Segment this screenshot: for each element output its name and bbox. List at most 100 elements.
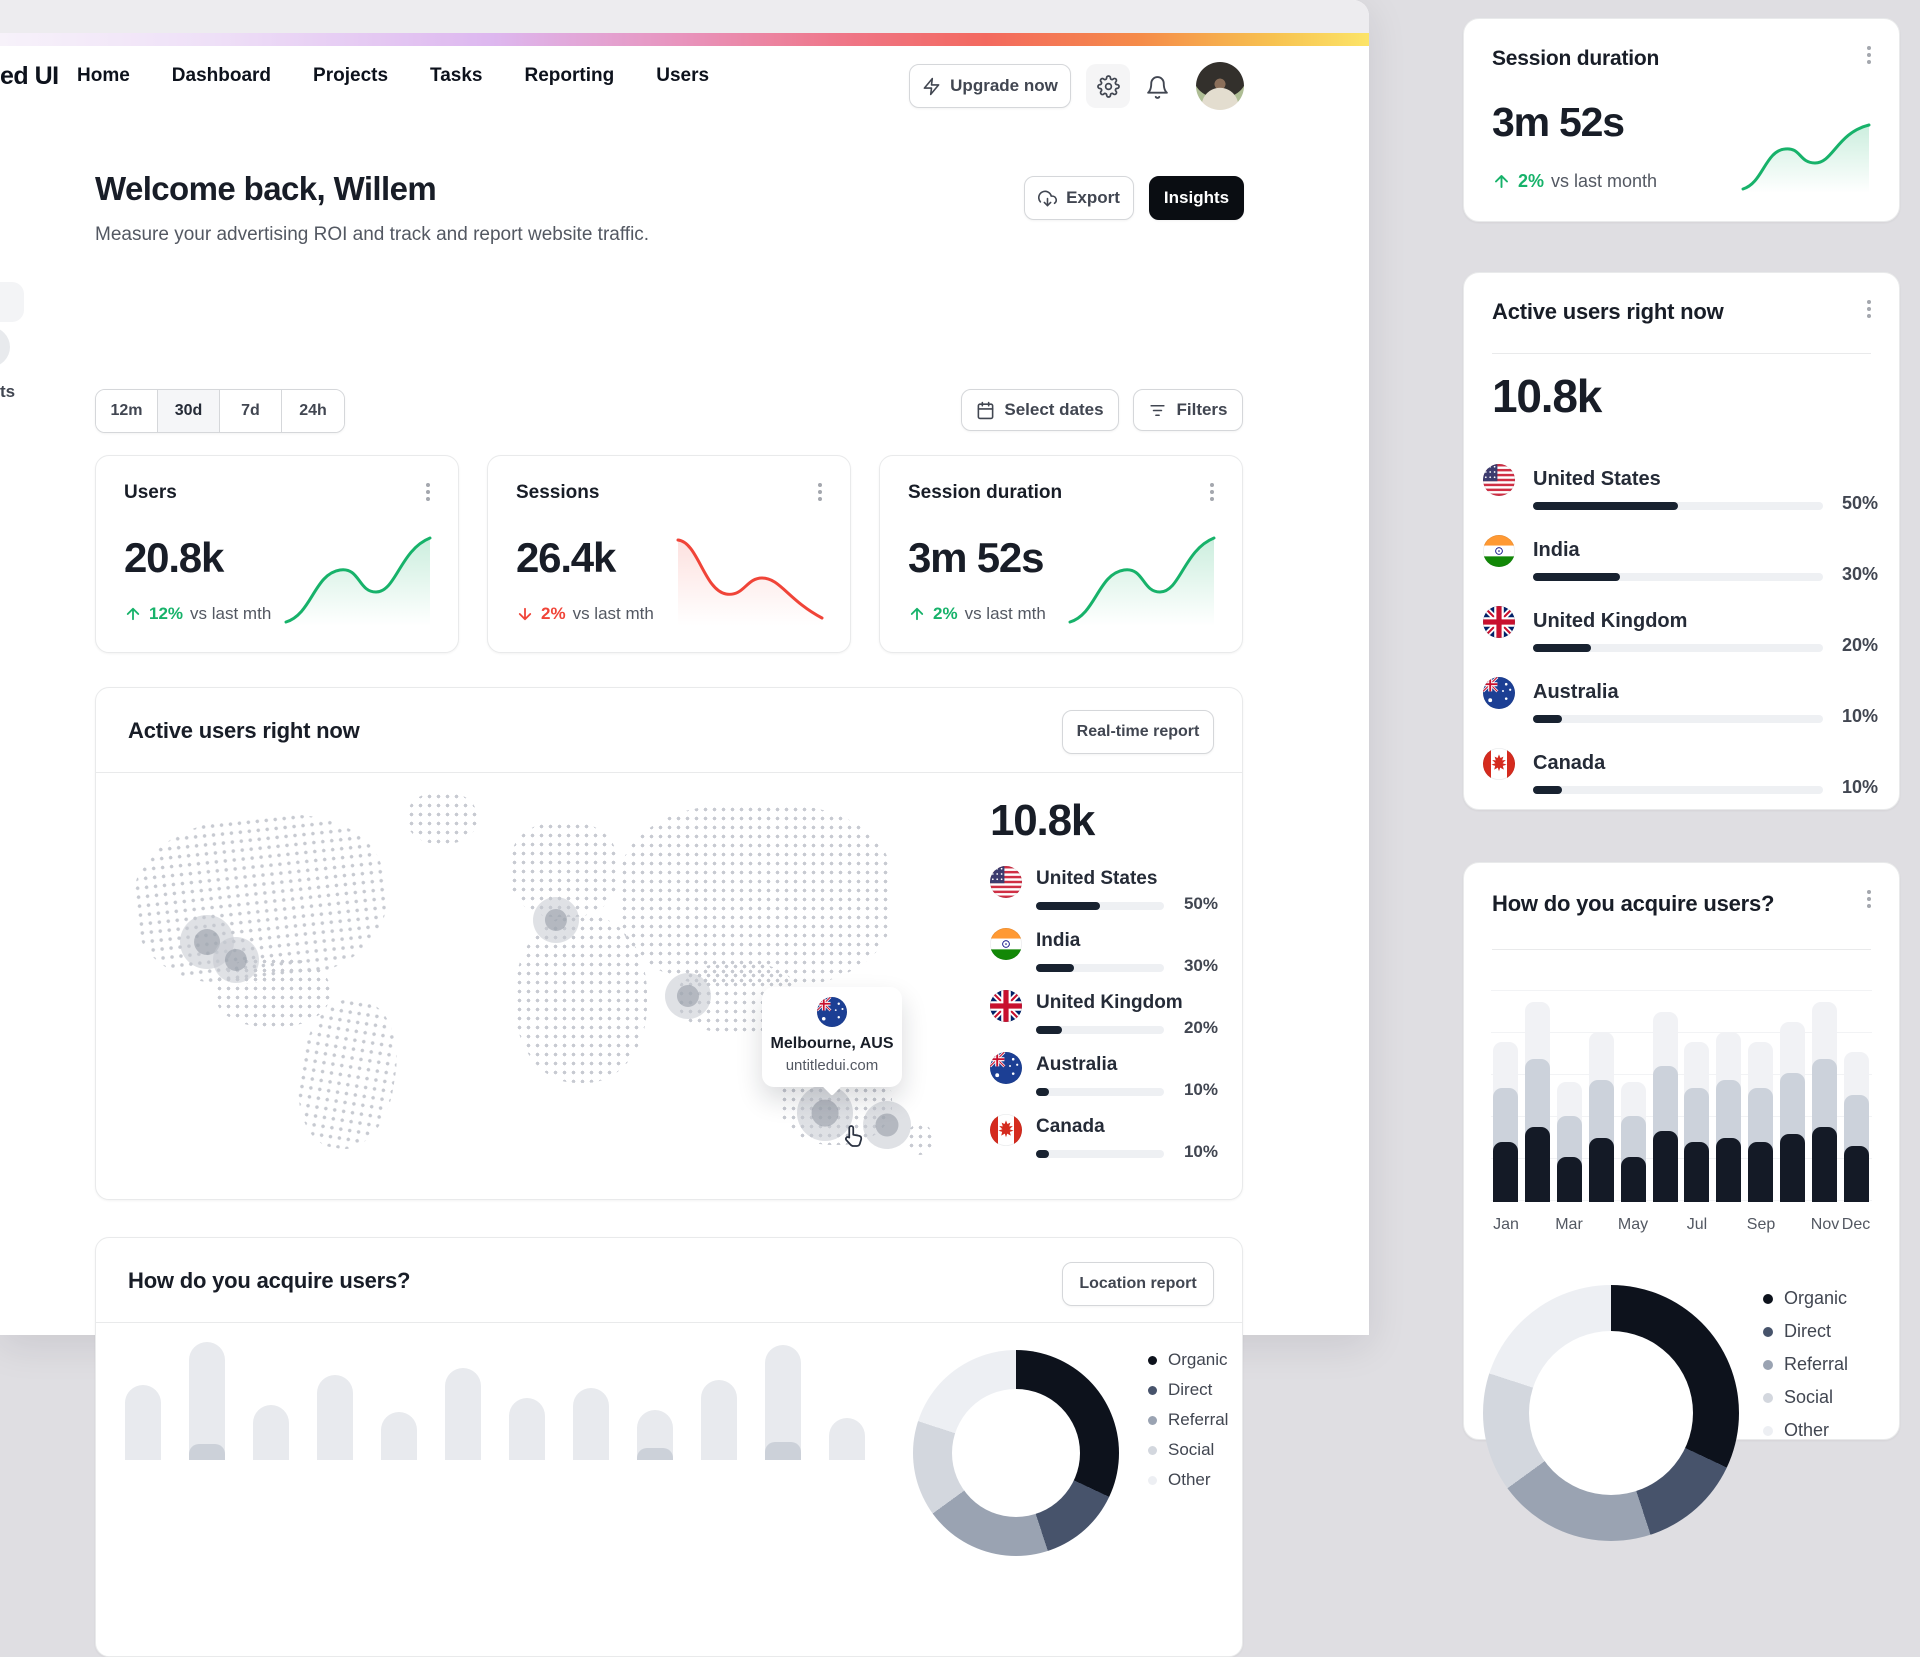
country-row-in: India 30% — [1483, 533, 1878, 604]
stat-vs: vs last month — [1551, 171, 1658, 191]
stacked-bar-nov — [1812, 1127, 1837, 1202]
ghost-bar — [701, 1380, 737, 1460]
country-percent: 30% — [1183, 956, 1218, 975]
legend-item-direct: Direct — [1763, 1321, 1848, 1342]
upgrade-now-button[interactable]: Upgrade now — [909, 64, 1071, 108]
us-flag-icon — [990, 866, 1022, 898]
stacked-bar-jul — [1684, 1142, 1709, 1202]
legend-item-other: Other — [1148, 1470, 1228, 1490]
country-progress-bar — [1036, 964, 1164, 972]
gb-flag-icon — [1483, 606, 1515, 638]
range-option-24h[interactable]: 24h — [282, 390, 344, 432]
acquire-donut-chart — [1483, 1285, 1739, 1541]
map-marker[interactable] — [863, 1101, 911, 1149]
country-percent: 10% — [1183, 1142, 1218, 1161]
filters-button[interactable]: Filters — [1133, 389, 1243, 431]
real-time-report-button[interactable]: Real-time report — [1062, 710, 1214, 754]
range-option-12m[interactable]: 12m — [96, 390, 158, 432]
nav-item-users[interactable]: Users — [656, 65, 710, 86]
location-report-button[interactable]: Location report — [1062, 1262, 1214, 1306]
legend-item-other: Other — [1763, 1420, 1848, 1441]
stat-label: Sessions — [516, 482, 600, 503]
insights-button[interactable]: Insights — [1149, 176, 1244, 220]
country-percent: 50% — [1841, 493, 1878, 513]
country-progress-bar — [1036, 902, 1164, 910]
month-label: Jan — [1493, 1216, 1519, 1233]
country-percent: 20% — [1183, 1018, 1218, 1037]
country-name: Australia — [1036, 1054, 1118, 1075]
map-marker[interactable] — [797, 1085, 853, 1141]
ghost-bar — [253, 1405, 289, 1460]
tooltip-domain: untitledui.com — [785, 1057, 879, 1074]
card-title: How do you acquire users? — [128, 1268, 411, 1293]
dots-vertical-icon[interactable] — [418, 480, 438, 504]
stat-value: 26.4k — [516, 534, 616, 581]
country-percent: 50% — [1183, 894, 1218, 913]
stat-vs: vs last mth — [964, 604, 1046, 623]
range-option-30d[interactable]: 30d — [158, 390, 220, 432]
map-marker[interactable] — [665, 973, 711, 1019]
in-flag-icon — [1483, 535, 1515, 567]
ghost-bar — [573, 1388, 609, 1460]
stat-delta: 12% — [149, 604, 184, 623]
country-name: United States — [1036, 868, 1158, 889]
nav-item-tasks[interactable]: Tasks — [430, 65, 483, 86]
stacked-bar-feb — [1525, 1127, 1550, 1202]
dots-vertical-icon[interactable] — [810, 480, 830, 504]
country-name: Australia — [1533, 681, 1619, 703]
export-button[interactable]: Export — [1024, 176, 1134, 220]
stacked-bar-apr — [1589, 1138, 1614, 1202]
nav-item-dashboard[interactable]: Dashboard — [171, 65, 272, 86]
user-avatar[interactable] — [1196, 62, 1244, 110]
nav-item-reporting[interactable]: Reporting — [524, 65, 615, 86]
map-marker[interactable] — [213, 937, 259, 983]
au-flag-icon — [1483, 677, 1515, 709]
ghost-bar — [189, 1342, 225, 1460]
donut-legend: Organic Direct Referral Social Other — [1763, 1288, 1848, 1441]
page-subtitle: Measure your advertising ROI and track a… — [95, 224, 650, 245]
nav-item-home[interactable]: Home — [77, 65, 130, 86]
stat-label: Users — [124, 482, 177, 503]
notifications-button[interactable] — [1140, 70, 1174, 104]
country-name: Canada — [1036, 1116, 1105, 1137]
stat-card-session-duration: Session duration 3m 52s 2% vs last mth — [879, 455, 1243, 653]
filter-lines-icon — [1148, 401, 1167, 420]
country-name: India — [1036, 930, 1081, 951]
stat-card-users: Users 20.8k 12% vs last mth — [95, 455, 459, 653]
select-dates-button[interactable]: Select dates — [961, 389, 1119, 431]
stat-vs: vs last mth — [572, 604, 654, 623]
calendar-icon — [976, 401, 995, 420]
ca-flag-icon — [990, 1114, 1022, 1146]
ghost-bar — [509, 1398, 545, 1460]
stacked-bar-may — [1621, 1157, 1646, 1202]
stacked-bar-mar — [1557, 1157, 1582, 1202]
dots-vertical-icon[interactable] — [1202, 480, 1222, 504]
range-option-7d[interactable]: 7d — [220, 390, 282, 432]
dots-vertical-icon[interactable] — [1859, 43, 1879, 67]
sparkline-up — [1741, 123, 1871, 193]
stat-delta: 2% — [541, 604, 566, 623]
country-percent: 30% — [1841, 564, 1878, 584]
settings-button[interactable] — [1086, 64, 1130, 108]
stacked-bar-sep — [1748, 1142, 1773, 1202]
map-tooltip: Melbourne, AUS untitledui.com — [762, 987, 902, 1087]
stat-value: 20.8k — [124, 534, 224, 581]
dots-vertical-icon[interactable] — [1859, 887, 1879, 911]
dots-vertical-icon[interactable] — [1859, 297, 1879, 321]
active-users-total: 10.8k — [990, 796, 1095, 845]
nav-item-projects[interactable]: Projects — [313, 65, 389, 86]
download-cloud-icon — [1038, 189, 1058, 208]
month-label: Nov — [1810, 1216, 1840, 1233]
country-progress-bar — [1533, 715, 1823, 723]
card-title: Active users right now — [128, 718, 360, 743]
country-name: United Kingdom — [1036, 992, 1183, 1013]
acquire-stacked-bar-chart — [1491, 990, 1872, 1202]
stat-delta: 2% — [1518, 171, 1545, 191]
gradient-accent-strip — [0, 33, 1369, 46]
app-logo: ed UI — [0, 62, 59, 90]
map-marker[interactable] — [533, 897, 579, 943]
country-row-in: India 30% — [990, 928, 1218, 990]
country-percent: 10% — [1841, 777, 1878, 797]
stat-value: 3m 52s — [1492, 99, 1625, 145]
stat-vs: vs last mth — [190, 604, 272, 623]
